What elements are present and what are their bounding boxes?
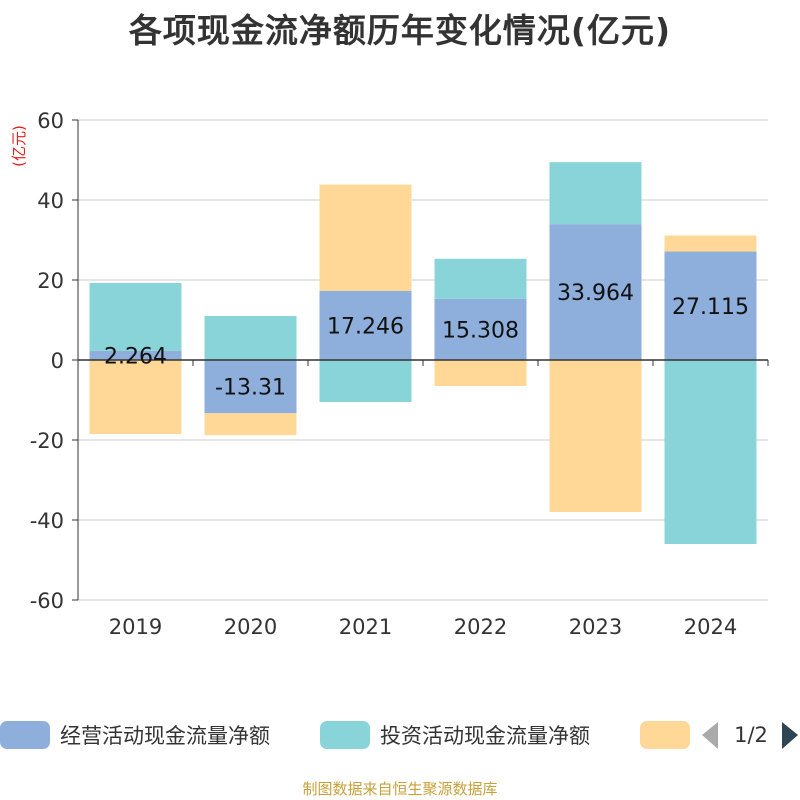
legend-swatch-2[interactable] xyxy=(320,721,370,749)
legend-label-1[interactable]: 经营活动现金流量净额 xyxy=(60,724,270,748)
y-tick-label: -20 xyxy=(30,429,64,453)
bar-1-2024[interactable] xyxy=(664,251,757,360)
data-source-note: 制图数据来自恒生聚源数据库 xyxy=(302,780,498,798)
y-tick-label: 60 xyxy=(37,109,64,133)
y-tick-label: -60 xyxy=(30,589,64,613)
chart-title: 各项现金流净额历年变化情况(亿元) xyxy=(128,11,672,50)
bar-3-2022[interactable] xyxy=(434,360,527,386)
data-label: 27.115 xyxy=(672,295,749,320)
x-tick-label: 2023 xyxy=(569,615,622,639)
legend-prev-icon[interactable] xyxy=(702,722,718,749)
bar-2-2019[interactable] xyxy=(89,282,182,351)
legend-swatch-3[interactable] xyxy=(640,721,690,749)
x-tick-label: 2022 xyxy=(454,615,507,639)
bar-1-2023[interactable] xyxy=(549,224,642,360)
data-label: 15.308 xyxy=(442,318,519,343)
bar-1-2019[interactable] xyxy=(89,350,182,360)
y-tick-label: 0 xyxy=(51,349,64,373)
data-label: 17.246 xyxy=(327,315,404,340)
bar-3-2023[interactable] xyxy=(549,360,642,512)
bar-2-2023[interactable] xyxy=(549,162,642,225)
bar-2-2020[interactable] xyxy=(204,316,297,360)
bar-2-2024[interactable] xyxy=(664,360,757,544)
data-label: -13.31 xyxy=(215,376,286,401)
bar-3-2019[interactable] xyxy=(89,360,182,434)
bar-2-2021[interactable] xyxy=(319,360,412,402)
y-tick-label: -40 xyxy=(30,509,64,533)
x-tick-label: 2019 xyxy=(109,615,162,639)
x-tick-label: 2021 xyxy=(339,615,392,639)
bar-1-2022[interactable] xyxy=(434,298,527,360)
data-label: 2.264 xyxy=(104,344,167,369)
legend-next-icon[interactable] xyxy=(782,722,798,749)
y-tick-label: 20 xyxy=(37,269,64,293)
y-axis-title: (亿元) xyxy=(10,125,28,167)
y-tick-label: 40 xyxy=(37,189,64,213)
x-tick-label: 2024 xyxy=(684,615,737,639)
bar-1-2021[interactable] xyxy=(319,291,412,360)
legend-label-2[interactable]: 投资活动现金流量净额 xyxy=(380,724,590,748)
x-tick-label: 2020 xyxy=(224,615,277,639)
bar-2-2022[interactable] xyxy=(434,258,527,299)
bar-1-2020[interactable] xyxy=(204,360,297,414)
legend-swatch-1[interactable] xyxy=(0,721,50,749)
bar-3-2020[interactable] xyxy=(204,413,297,436)
bar-3-2024[interactable] xyxy=(664,235,757,252)
bar-3-2021[interactable] xyxy=(319,184,412,292)
legend-pager: 1/2 xyxy=(734,723,768,747)
data-label: 33.964 xyxy=(557,281,634,306)
